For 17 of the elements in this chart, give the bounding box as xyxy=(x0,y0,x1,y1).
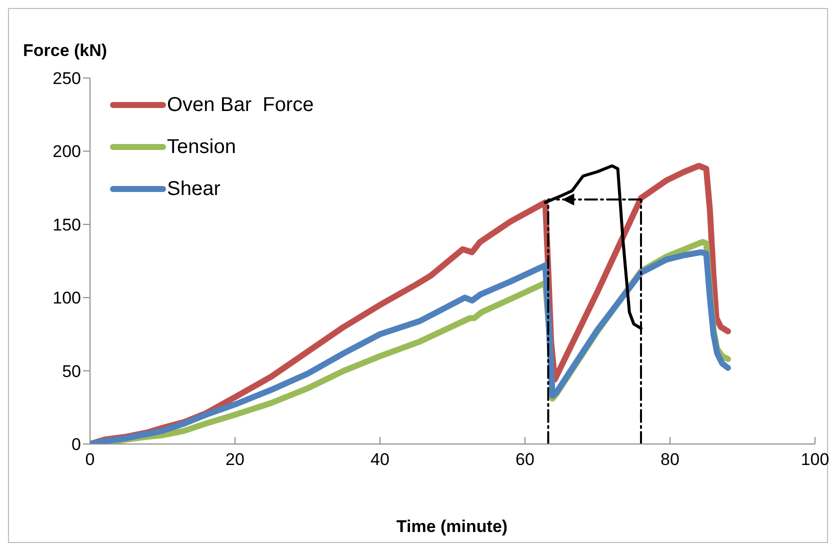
x-axis-title: Time (minute) xyxy=(395,517,509,537)
y-axis-title: Force (kN) xyxy=(23,41,108,61)
legend-label: Oven Bar Force xyxy=(167,94,314,116)
y-tick-label: 150 xyxy=(52,215,81,234)
x-tick-label: 40 xyxy=(370,450,390,470)
legend-label: Shear xyxy=(167,178,220,200)
x-tick-label: 100 xyxy=(800,450,830,470)
y-tick-label: 200 xyxy=(52,142,81,162)
x-tick-label: 20 xyxy=(226,450,244,470)
x-tick-label: 0 xyxy=(85,450,95,470)
y-tick-label: 100 xyxy=(52,288,81,308)
x-tick-label: 80 xyxy=(660,450,680,470)
y-tick-label: 50 xyxy=(62,362,81,381)
legend-label: Tension xyxy=(167,136,236,158)
y-tick-label: 250 xyxy=(52,69,81,88)
x-tick-label: 60 xyxy=(516,450,534,470)
y-tick-label: 0 xyxy=(72,435,81,454)
